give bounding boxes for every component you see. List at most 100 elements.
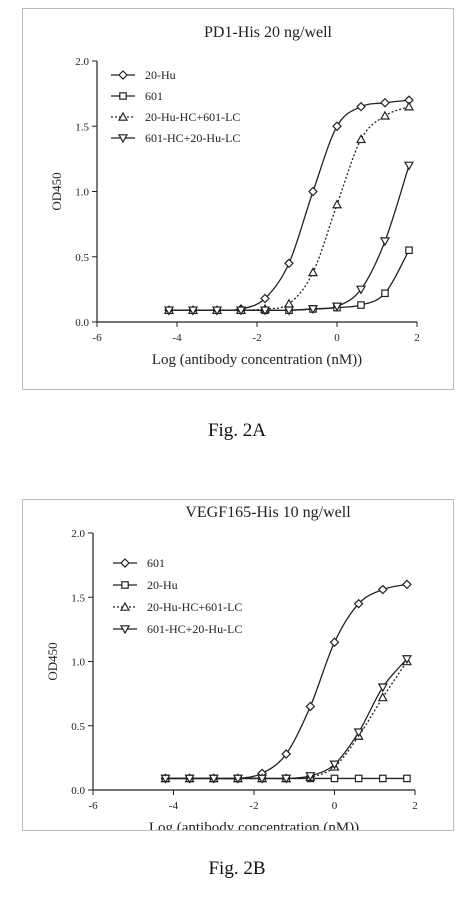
data-point bbox=[403, 101, 415, 111]
legend-item: 20-Hu-HC+601-LC bbox=[113, 600, 242, 614]
data-point bbox=[329, 760, 340, 770]
data-point bbox=[232, 774, 243, 784]
legend-item: 20-Hu bbox=[111, 68, 176, 82]
data-point bbox=[283, 306, 295, 316]
figure-caption-2a: Fig. 2A bbox=[207, 420, 267, 441]
series-line bbox=[169, 165, 410, 312]
series-1 bbox=[164, 95, 414, 316]
data-point bbox=[332, 121, 342, 132]
legend-marker bbox=[119, 601, 131, 611]
data-point bbox=[187, 306, 199, 316]
data-point bbox=[281, 774, 292, 784]
data-point bbox=[160, 774, 171, 784]
legend-label: 20-Hu bbox=[147, 578, 178, 592]
data-point bbox=[307, 305, 319, 315]
legend-item: 601-HC+20-Hu-LC bbox=[113, 622, 242, 636]
data-point bbox=[331, 302, 343, 312]
x-tick-label: 0 bbox=[332, 800, 338, 812]
data-point bbox=[405, 246, 413, 255]
data-point bbox=[281, 749, 292, 759]
data-point bbox=[379, 110, 391, 120]
data-point bbox=[402, 579, 412, 590]
data-point bbox=[401, 655, 412, 665]
legend-item: 601 bbox=[111, 89, 163, 103]
chart-title: VEGF165-His 10 ng/well bbox=[185, 504, 351, 521]
data-point bbox=[377, 692, 388, 702]
data-point bbox=[235, 306, 247, 316]
series-4 bbox=[163, 161, 415, 316]
data-point bbox=[353, 728, 364, 738]
y-tick-label: 1.0 bbox=[75, 187, 89, 199]
y-tick-label: 1.5 bbox=[75, 121, 89, 133]
data-point bbox=[305, 772, 316, 782]
y-tick-label: 0.0 bbox=[71, 785, 85, 797]
legend-marker bbox=[119, 625, 131, 635]
x-tick-label: -4 bbox=[169, 800, 179, 812]
data-point bbox=[259, 306, 271, 316]
data-point bbox=[381, 289, 389, 298]
series-line bbox=[165, 658, 408, 780]
figure-2b: VEGF165-His 10 ng/well -6 -4 -2 0 2 0.0 0.5 1.0 1… bbox=[0, 485, 474, 836]
data-point bbox=[355, 134, 367, 144]
figure-caption-2b: Fig. 2B bbox=[208, 858, 266, 879]
legend-label: 601-HC+20-Hu-LC bbox=[145, 131, 240, 145]
data-point bbox=[403, 161, 415, 171]
y-tick-label: 2.0 bbox=[75, 56, 89, 68]
y-tick-label: 1.5 bbox=[71, 592, 85, 604]
x-tick-label: -2 bbox=[249, 800, 258, 812]
legend-marker bbox=[118, 70, 128, 80]
x-tick-label: 2 bbox=[414, 332, 420, 344]
legend-marker bbox=[117, 134, 129, 144]
y-tick-label: 0.5 bbox=[75, 252, 89, 264]
legend-marker bbox=[117, 111, 129, 121]
legend-item: 601-HC+20-Hu-LC bbox=[111, 131, 240, 145]
legend-label: 601-HC+20-Hu-LC bbox=[147, 622, 242, 636]
x-tick-label: -6 bbox=[92, 332, 102, 344]
data-point bbox=[353, 598, 364, 609]
x-tick-label: 2 bbox=[412, 800, 418, 812]
legend-label: 601 bbox=[145, 89, 163, 103]
chart-2b: VEGF165-His 10 ng/well -6 -4 -2 0 2 0.0 0.5 1.0 1… bbox=[45, 504, 418, 836]
legend-label: 601 bbox=[147, 556, 165, 570]
data-point bbox=[329, 637, 340, 648]
x-axis-label: Log (antibody concentration (nM)) bbox=[152, 352, 362, 368]
data-point bbox=[331, 199, 343, 209]
y-axis-label: OD450 bbox=[45, 642, 60, 680]
chart-panel-2a: PD1-His 20 ng/well -6 -4 -2 0 2 0.0 0.5 1.0 1.5 2.… bbox=[22, 8, 454, 390]
data-point bbox=[377, 683, 388, 693]
data-point bbox=[356, 101, 366, 112]
legend-marker bbox=[120, 558, 130, 568]
legend-marker bbox=[121, 581, 129, 589]
data-point bbox=[305, 701, 316, 712]
data-point bbox=[257, 774, 268, 784]
data-point bbox=[379, 237, 391, 247]
data-point bbox=[260, 293, 270, 304]
series-4 bbox=[160, 655, 412, 784]
data-point bbox=[330, 774, 339, 783]
chart-title: PD1-His 20 ng/well bbox=[204, 24, 333, 41]
data-point bbox=[377, 584, 388, 595]
x-tick-label: -2 bbox=[252, 332, 261, 344]
x-tick-label: -4 bbox=[172, 332, 182, 344]
data-point bbox=[403, 774, 411, 783]
y-tick-label: 1.0 bbox=[71, 657, 85, 669]
chart-panel-2b: VEGF165-His 10 ng/well -6 -4 -2 0 2 0.0 0.5 1.0 1… bbox=[22, 499, 454, 836]
legend-label: 20-Hu-HC+601-LC bbox=[145, 110, 240, 124]
data-point bbox=[355, 285, 367, 295]
x-tick-label: -6 bbox=[88, 800, 98, 812]
legend-label: 20-Hu-HC+601-LC bbox=[147, 600, 242, 614]
data-point bbox=[307, 267, 319, 277]
x-axis-label: Log (antibody concentration (nM)) bbox=[149, 820, 359, 830]
series-line bbox=[165, 661, 408, 780]
data-point bbox=[163, 306, 175, 316]
legend-item: 20-Hu bbox=[113, 578, 178, 592]
legend-item: 601 bbox=[113, 556, 165, 570]
figure-2a: PD1-His 20 ng/well -6 -4 -2 0 2 0.0 0.5 1.0 1.5 2.… bbox=[0, 0, 474, 441]
data-point bbox=[308, 186, 318, 197]
y-tick-label: 0.0 bbox=[75, 317, 89, 329]
y-tick-label: 0.5 bbox=[71, 721, 85, 733]
data-point bbox=[357, 301, 365, 309]
x-tick-label: 0 bbox=[334, 332, 340, 344]
data-point bbox=[380, 97, 390, 108]
series-3 bbox=[160, 656, 412, 783]
